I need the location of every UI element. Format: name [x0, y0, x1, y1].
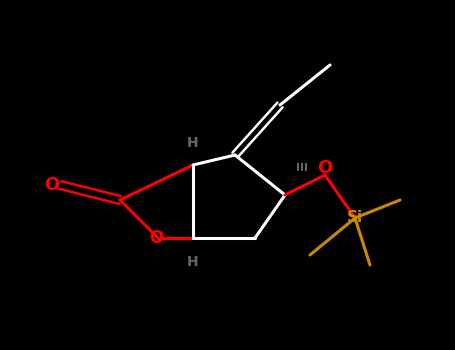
Text: Si: Si — [347, 210, 363, 225]
Text: O: O — [45, 176, 60, 194]
Text: H: H — [187, 255, 199, 269]
Text: O: O — [318, 159, 333, 177]
Text: O: O — [149, 229, 163, 247]
Text: H: H — [187, 136, 199, 150]
Text: III: III — [296, 163, 308, 173]
